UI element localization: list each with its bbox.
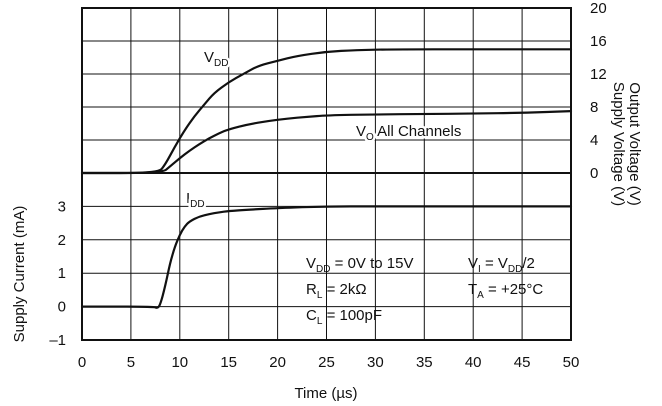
right-y-tick-label: 8 [590,99,598,116]
vdd-curve [80,48,573,175]
x-tick-label: 45 [514,354,531,371]
left-y-tick-label: 0 [58,299,66,316]
annotation-vdd-range: VDD = 0V to 15V [306,255,413,275]
idd-curve [80,205,573,309]
left-y-tick-labels: –1 0 1 2 3 [49,198,66,349]
x-tick-label: 0 [78,354,86,371]
x-tick-label: 20 [269,354,286,371]
annotation-vi: VI = VDD/2 [468,255,535,275]
x-tick-label: 50 [563,354,580,371]
x-tick-label: 35 [416,354,433,371]
x-tick-label: 5 [127,354,135,371]
right-y-axis-title-supply: Supply Voltage (V) [610,82,627,206]
x-tick-label: 25 [318,354,335,371]
right-y-tick-label: 16 [590,33,607,50]
x-tick-label: 40 [465,354,482,371]
top-panel-grid [81,7,572,174]
annotation-cl: CL = 100pF [306,307,382,327]
left-y-tick-label: 1 [58,265,66,282]
right-y-tick-label: 4 [590,132,598,149]
x-tick-label: 30 [367,354,384,371]
x-tick-label: 10 [171,354,188,371]
x-tick-labels: 0 5 10 15 20 25 30 35 40 45 50 [78,354,580,371]
annotation-rl: RL = 2kΩ [306,281,367,301]
left-y-tick-label: 2 [58,232,66,249]
x-axis-title: Time (µs) [294,385,357,402]
vdd-series-label: VDD [204,49,228,69]
vo-series-label: VO All Channels [356,123,461,143]
right-y-axis-title-output: Output Voltage (V) [626,82,643,205]
left-y-tick-label: –1 [49,332,66,349]
right-y-tick-label: 0 [590,165,598,182]
right-y-tick-label: 12 [590,66,607,83]
chart-curves [80,48,573,309]
right-y-tick-label: 20 [590,0,607,17]
idd-series-label: IDD [186,190,205,210]
bottom-panel-frame [81,172,572,341]
vo-curve [80,110,573,175]
annotation-ta: TA = +25°C [468,281,543,301]
left-y-tick-label: 3 [58,198,66,215]
left-y-axis-title: Supply Current (mA) [11,206,28,343]
right-y-tick-labels: 0 4 8 12 16 20 [590,0,607,182]
conditions-annotation: VDD = 0V to 15V VI = VDD/2 RL = 2kΩ TA =… [306,255,543,327]
x-tick-label: 15 [220,354,237,371]
